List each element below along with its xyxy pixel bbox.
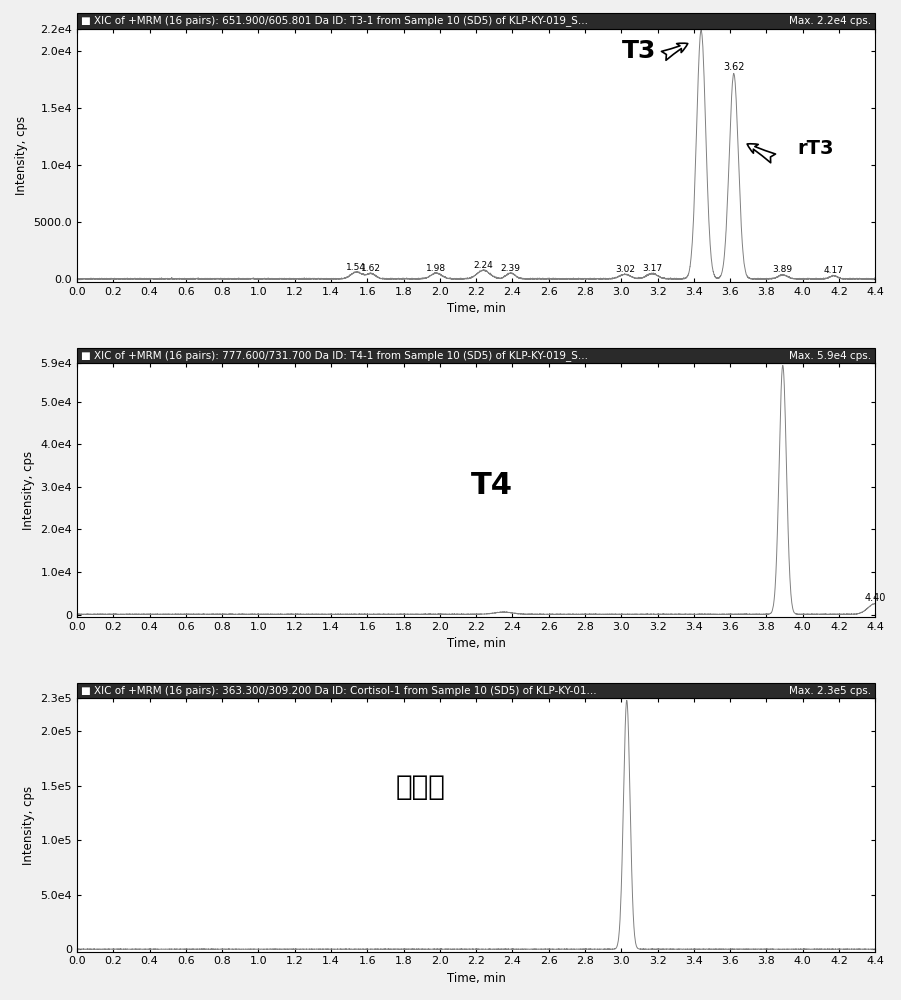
- Text: T3: T3: [623, 39, 657, 63]
- Text: Max. 2.2e4 cps.: Max. 2.2e4 cps.: [789, 16, 871, 26]
- Text: 皮质醇: 皮质醇: [396, 773, 445, 801]
- Text: rT3: rT3: [797, 139, 833, 158]
- Text: ■ XIC of +MRM (16 pairs): 777.600/731.700 Da ID: T4-1 from Sample 10 (SD5) of KL: ■ XIC of +MRM (16 pairs): 777.600/731.70…: [81, 350, 588, 361]
- X-axis label: Time, min: Time, min: [447, 972, 505, 985]
- Text: 3.02: 3.02: [615, 265, 635, 274]
- Text: 2.39: 2.39: [501, 264, 521, 273]
- Text: 3.17: 3.17: [642, 264, 662, 273]
- Text: T4: T4: [471, 471, 514, 500]
- Text: 3.89: 3.89: [772, 352, 794, 362]
- Text: 3.03: 3.03: [616, 688, 637, 698]
- Text: 1.54: 1.54: [347, 263, 367, 272]
- FancyBboxPatch shape: [77, 683, 875, 698]
- Text: 3.89: 3.89: [773, 265, 793, 274]
- FancyBboxPatch shape: [77, 13, 875, 29]
- FancyBboxPatch shape: [77, 348, 875, 363]
- Text: 4.17: 4.17: [824, 266, 843, 275]
- Text: 1.62: 1.62: [361, 264, 381, 273]
- Text: 1.98: 1.98: [426, 264, 446, 273]
- Y-axis label: Intensity, cps: Intensity, cps: [15, 116, 28, 195]
- Y-axis label: Intensity, cps: Intensity, cps: [22, 451, 35, 530]
- Text: 3.44: 3.44: [690, 19, 712, 29]
- Text: ■ XIC of +MRM (16 pairs): 651.900/605.801 Da ID: T3-1 from Sample 10 (SD5) of KL: ■ XIC of +MRM (16 pairs): 651.900/605.80…: [81, 16, 588, 26]
- Text: 2.24: 2.24: [474, 261, 494, 270]
- Text: Max. 5.9e4 cps.: Max. 5.9e4 cps.: [789, 351, 871, 361]
- Y-axis label: Intensity, cps: Intensity, cps: [22, 785, 35, 865]
- X-axis label: Time, min: Time, min: [447, 637, 505, 650]
- Text: ■ XIC of +MRM (16 pairs): 363.300/309.200 Da ID: Cortisol-1 from Sample 10 (SD5): ■ XIC of +MRM (16 pairs): 363.300/309.20…: [81, 686, 596, 696]
- X-axis label: Time, min: Time, min: [447, 302, 505, 315]
- Text: Max. 2.3e5 cps.: Max. 2.3e5 cps.: [789, 686, 871, 696]
- Text: 3.62: 3.62: [723, 62, 744, 72]
- Text: 4.40: 4.40: [865, 593, 886, 603]
